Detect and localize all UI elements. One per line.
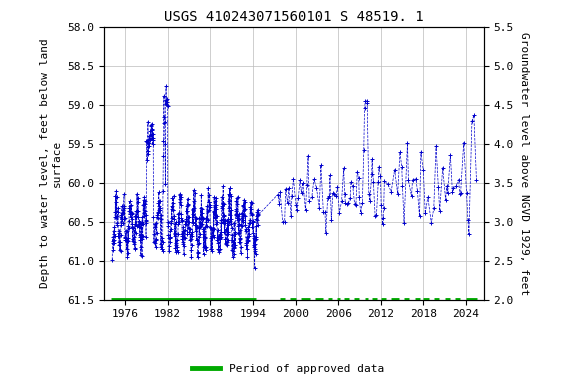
Y-axis label: Depth to water level, feet below land
surface: Depth to water level, feet below land su… (40, 38, 62, 288)
Y-axis label: Groundwater level above NGVD 1929, feet: Groundwater level above NGVD 1929, feet (520, 31, 529, 295)
Legend: Period of approved data: Period of approved data (188, 359, 388, 379)
Title: USGS 410243071560101 S 48519. 1: USGS 410243071560101 S 48519. 1 (164, 10, 423, 24)
